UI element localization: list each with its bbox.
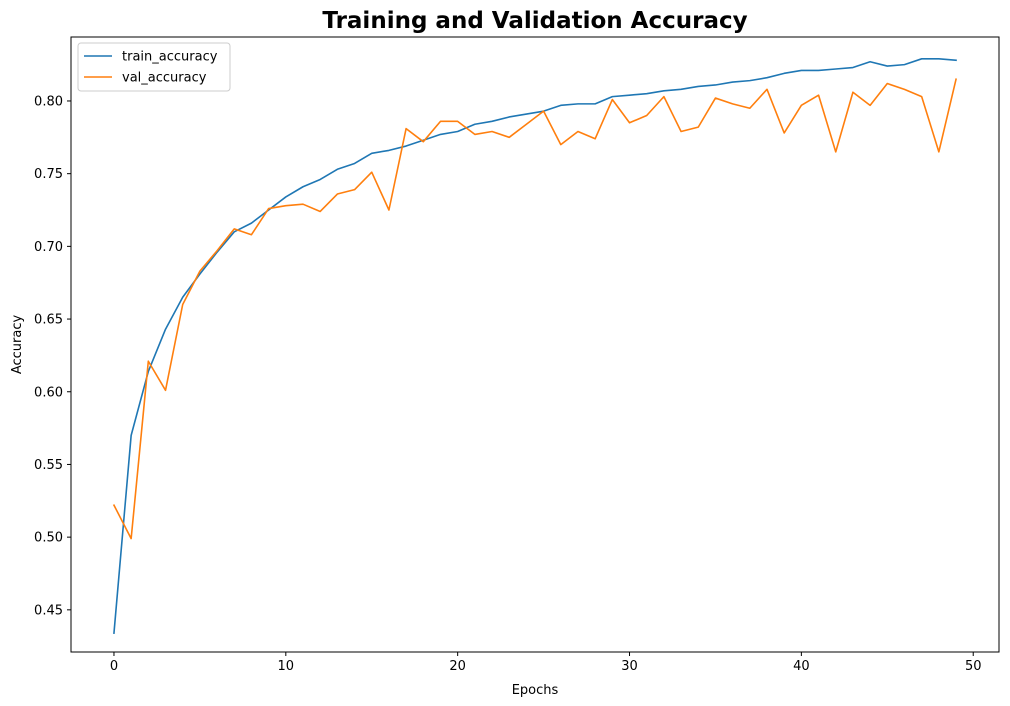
y-tick-label: 0.70 (34, 240, 63, 255)
plot-area: 0 10 20 30 40 50 0.45 0.50 0.55 0.60 0.65 0.70 0.75… (34, 36, 1000, 674)
x-axis-label: Epochs (512, 683, 559, 698)
plot-frame (70, 36, 1000, 653)
legend-box (77, 42, 231, 92)
x-tick-label: 50 (965, 659, 982, 674)
series-lines (112, 58, 958, 634)
legend-label-train-accuracy: train_accuracy (122, 50, 218, 65)
legend-label-val-accuracy: val_accuracy (122, 71, 207, 86)
x-tick-label: 10 (278, 659, 295, 674)
x-tick-label: 30 (621, 659, 638, 674)
x-tick-label: 0 (110, 659, 118, 674)
y-tick-label: 0.60 (34, 385, 63, 400)
y-axis-label: Accuracy (10, 315, 25, 375)
x-tick-label: 40 (793, 659, 810, 674)
chart-title: Training and Validation Accuracy (322, 8, 747, 34)
y-tick-label: 0.75 (34, 167, 63, 182)
y-tick-label: 0.50 (34, 531, 63, 546)
series-line-train-accuracy (113, 58, 957, 634)
y-tick-label: 0.55 (34, 458, 63, 473)
y-tick-label: 0.80 (34, 94, 63, 109)
series-line-val-accuracy (112, 78, 958, 540)
y-axis: 0.45 0.50 0.55 0.60 0.65 0.70 0.75 0.80 (34, 94, 71, 618)
y-tick-label: 0.45 (34, 603, 63, 618)
legend: train_accuracy val_accuracy (77, 42, 231, 92)
y-tick-label: 0.65 (34, 313, 63, 328)
x-tick-label: 20 (449, 659, 466, 674)
x-axis: 0 10 20 30 40 50 (110, 652, 982, 674)
